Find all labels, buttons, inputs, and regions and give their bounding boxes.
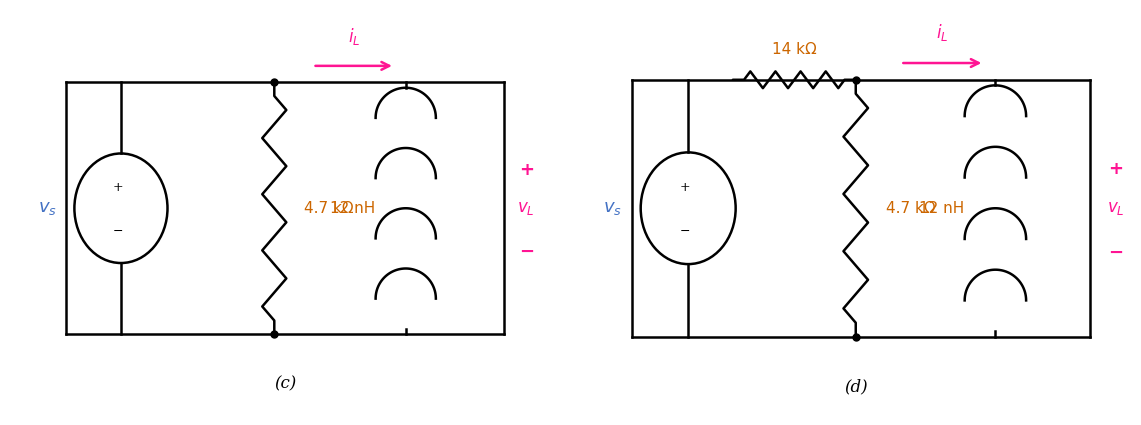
Text: $v_s$: $v_s$	[38, 199, 57, 217]
Text: +: +	[113, 181, 123, 194]
Text: 12 nH: 12 nH	[331, 201, 375, 216]
Text: $v_L$: $v_L$	[517, 200, 535, 217]
Text: (d): (d)	[844, 379, 867, 396]
Text: $v_s$: $v_s$	[604, 199, 622, 217]
Text: (c): (c)	[274, 375, 297, 392]
Text: 12 nH: 12 nH	[920, 201, 964, 216]
Text: −: −	[1108, 244, 1123, 262]
Text: +: +	[1108, 160, 1123, 178]
Text: $v_L$: $v_L$	[1107, 200, 1124, 217]
Text: −: −	[680, 225, 690, 238]
Text: +: +	[680, 181, 690, 193]
Text: −: −	[113, 225, 123, 238]
Text: 4.7 kΩ: 4.7 kΩ	[887, 201, 936, 216]
Text: $i_L$: $i_L$	[348, 26, 359, 47]
Text: 14 kΩ: 14 kΩ	[772, 42, 817, 57]
Text: +: +	[519, 161, 534, 179]
Text: $i_L$: $i_L$	[936, 23, 948, 43]
Text: 4.7 kΩ: 4.7 kΩ	[305, 201, 354, 216]
Text: −: −	[519, 243, 534, 261]
